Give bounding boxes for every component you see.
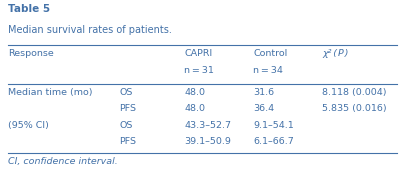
Text: Table 5: Table 5	[8, 4, 50, 14]
Text: 31.6: 31.6	[253, 88, 274, 97]
Text: Response: Response	[8, 49, 54, 58]
Text: OS: OS	[119, 121, 133, 130]
Text: 48.0: 48.0	[184, 88, 205, 97]
Text: Median survival rates of patients.: Median survival rates of patients.	[8, 25, 172, 35]
Text: n = 34: n = 34	[253, 66, 283, 75]
Text: n = 31: n = 31	[184, 66, 214, 75]
Text: 39.1–50.9: 39.1–50.9	[184, 137, 231, 146]
Text: 43.3–52.7: 43.3–52.7	[184, 121, 231, 130]
Text: 8.118 (0.004): 8.118 (0.004)	[322, 88, 386, 97]
Text: (95% CI): (95% CI)	[8, 121, 49, 130]
Text: 6.1–66.7: 6.1–66.7	[253, 137, 294, 146]
Text: PFS: PFS	[119, 104, 136, 113]
Text: PFS: PFS	[119, 137, 136, 146]
Text: CI, confidence interval.: CI, confidence interval.	[8, 157, 118, 166]
Text: 9.1–54.1: 9.1–54.1	[253, 121, 294, 130]
Text: 5.835 (0.016): 5.835 (0.016)	[322, 104, 387, 113]
Text: Median time (mo): Median time (mo)	[8, 88, 93, 97]
Text: OS: OS	[119, 88, 133, 97]
Text: χ² ( P ): χ² ( P )	[322, 49, 348, 58]
Text: Control: Control	[253, 49, 288, 58]
Text: 36.4: 36.4	[253, 104, 274, 113]
Text: CAPRI: CAPRI	[184, 49, 213, 58]
Text: 48.0: 48.0	[184, 104, 205, 113]
